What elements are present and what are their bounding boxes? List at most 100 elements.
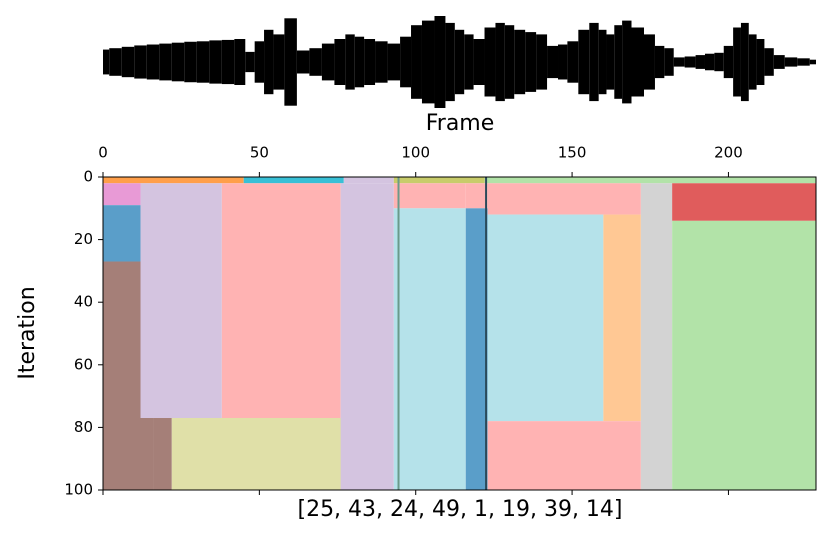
waveform-sample [536,34,548,90]
y-tick-label: 80 [74,418,93,436]
waveform-sample [695,55,705,69]
segment-region [340,183,394,490]
waveform-sample [375,41,388,83]
waveform-sample [221,39,235,85]
segment-region [487,183,641,215]
waveform-sample [296,50,310,74]
waveform-sample [704,53,715,71]
waveform-sample [264,29,274,95]
segment-region [393,177,485,184]
segment-region [393,183,466,209]
waveform-sample [400,36,412,88]
waveform-sample [445,22,455,102]
waveform-sample [664,48,674,76]
segment-region [465,208,488,491]
waveform-sample [764,48,774,76]
waveform-sample [644,34,655,90]
waveform-sample [723,45,734,79]
segment-region [484,177,816,184]
waveform-sample [606,34,615,90]
waveform-sample [134,45,147,79]
waveform-sample [196,41,210,83]
segment-region [103,183,141,206]
segment-region [487,421,641,490]
waveform-sample [797,58,810,66]
x-tick-label: 0 [98,144,108,162]
waveform-sample [740,22,749,102]
x-axis-title: Frame [426,111,495,136]
waveform-sample [684,56,696,68]
waveform-sample [464,34,474,90]
waveform-sample [209,40,222,84]
waveform-sample [171,42,185,82]
waveform-sample [254,41,265,83]
segment-region [153,418,172,490]
waveform-sample [411,25,422,99]
segment-region [672,220,816,490]
waveform-sample [809,59,816,65]
waveform-sample [334,39,346,85]
segment-region [171,418,344,490]
caption: [25, 43, 24, 49, 1, 19, 39, 14] [297,497,622,522]
waveform-sample [748,34,757,90]
y-tick-label: 60 [74,355,93,373]
waveform-sample [514,29,526,95]
waveform-sample [284,18,297,106]
waveform-sample [364,39,376,85]
waveform-sample [159,43,172,81]
x-tick-label: 150 [558,144,587,162]
segment-region [640,183,673,490]
y-tick-label: 100 [64,481,93,499]
waveform-sample [567,41,579,83]
segment-region [103,205,141,262]
waveform-sample [578,29,590,95]
waveform-sample [714,52,724,72]
waveform-sample [245,51,255,73]
waveform-sample [654,45,665,79]
waveform-sample [421,20,435,104]
waveform-sample [733,27,741,97]
segment-region [103,177,244,184]
waveform-sample [109,48,122,76]
waveform-sample [121,46,135,78]
waveform-sample [614,25,623,99]
waveform-sample [547,45,559,79]
waveform-sample [756,39,765,85]
waveform-sample [321,43,335,81]
waveform-sample [525,32,537,92]
waveform-sample [345,34,355,90]
segment-region [221,183,341,419]
waveform-sample [387,43,401,81]
waveform-sample [146,44,160,80]
segment-region [393,208,466,491]
waveform-sample [558,44,568,80]
waveform-sample [184,41,197,83]
waveform-sample [773,55,785,69]
x-tick-label: 50 [250,144,269,162]
waveform-sample [354,36,365,88]
waveform-sample [309,48,322,76]
waveform-sample [454,29,465,95]
waveform-sample [484,27,496,97]
y-axis-title: Iteration [15,286,40,379]
segment-region [343,177,394,184]
segment-region [603,214,641,422]
waveform-sample [103,49,110,75]
x-tick-label: 100 [401,144,430,162]
waveform-sample [495,22,505,102]
segment-region [672,183,816,221]
y-tick-label: 20 [74,230,93,248]
waveform-sample [673,57,685,67]
waveform-sample [598,29,607,95]
waveform-sample [234,39,246,85]
waveform-sample [473,39,485,85]
y-tick-label: 40 [74,293,93,311]
waveform-sample [631,27,645,97]
segment-region [243,177,344,184]
segment-region [140,183,222,419]
waveform-sample [784,57,798,67]
x-tick-label: 200 [714,144,743,162]
waveform-sample [504,25,515,99]
